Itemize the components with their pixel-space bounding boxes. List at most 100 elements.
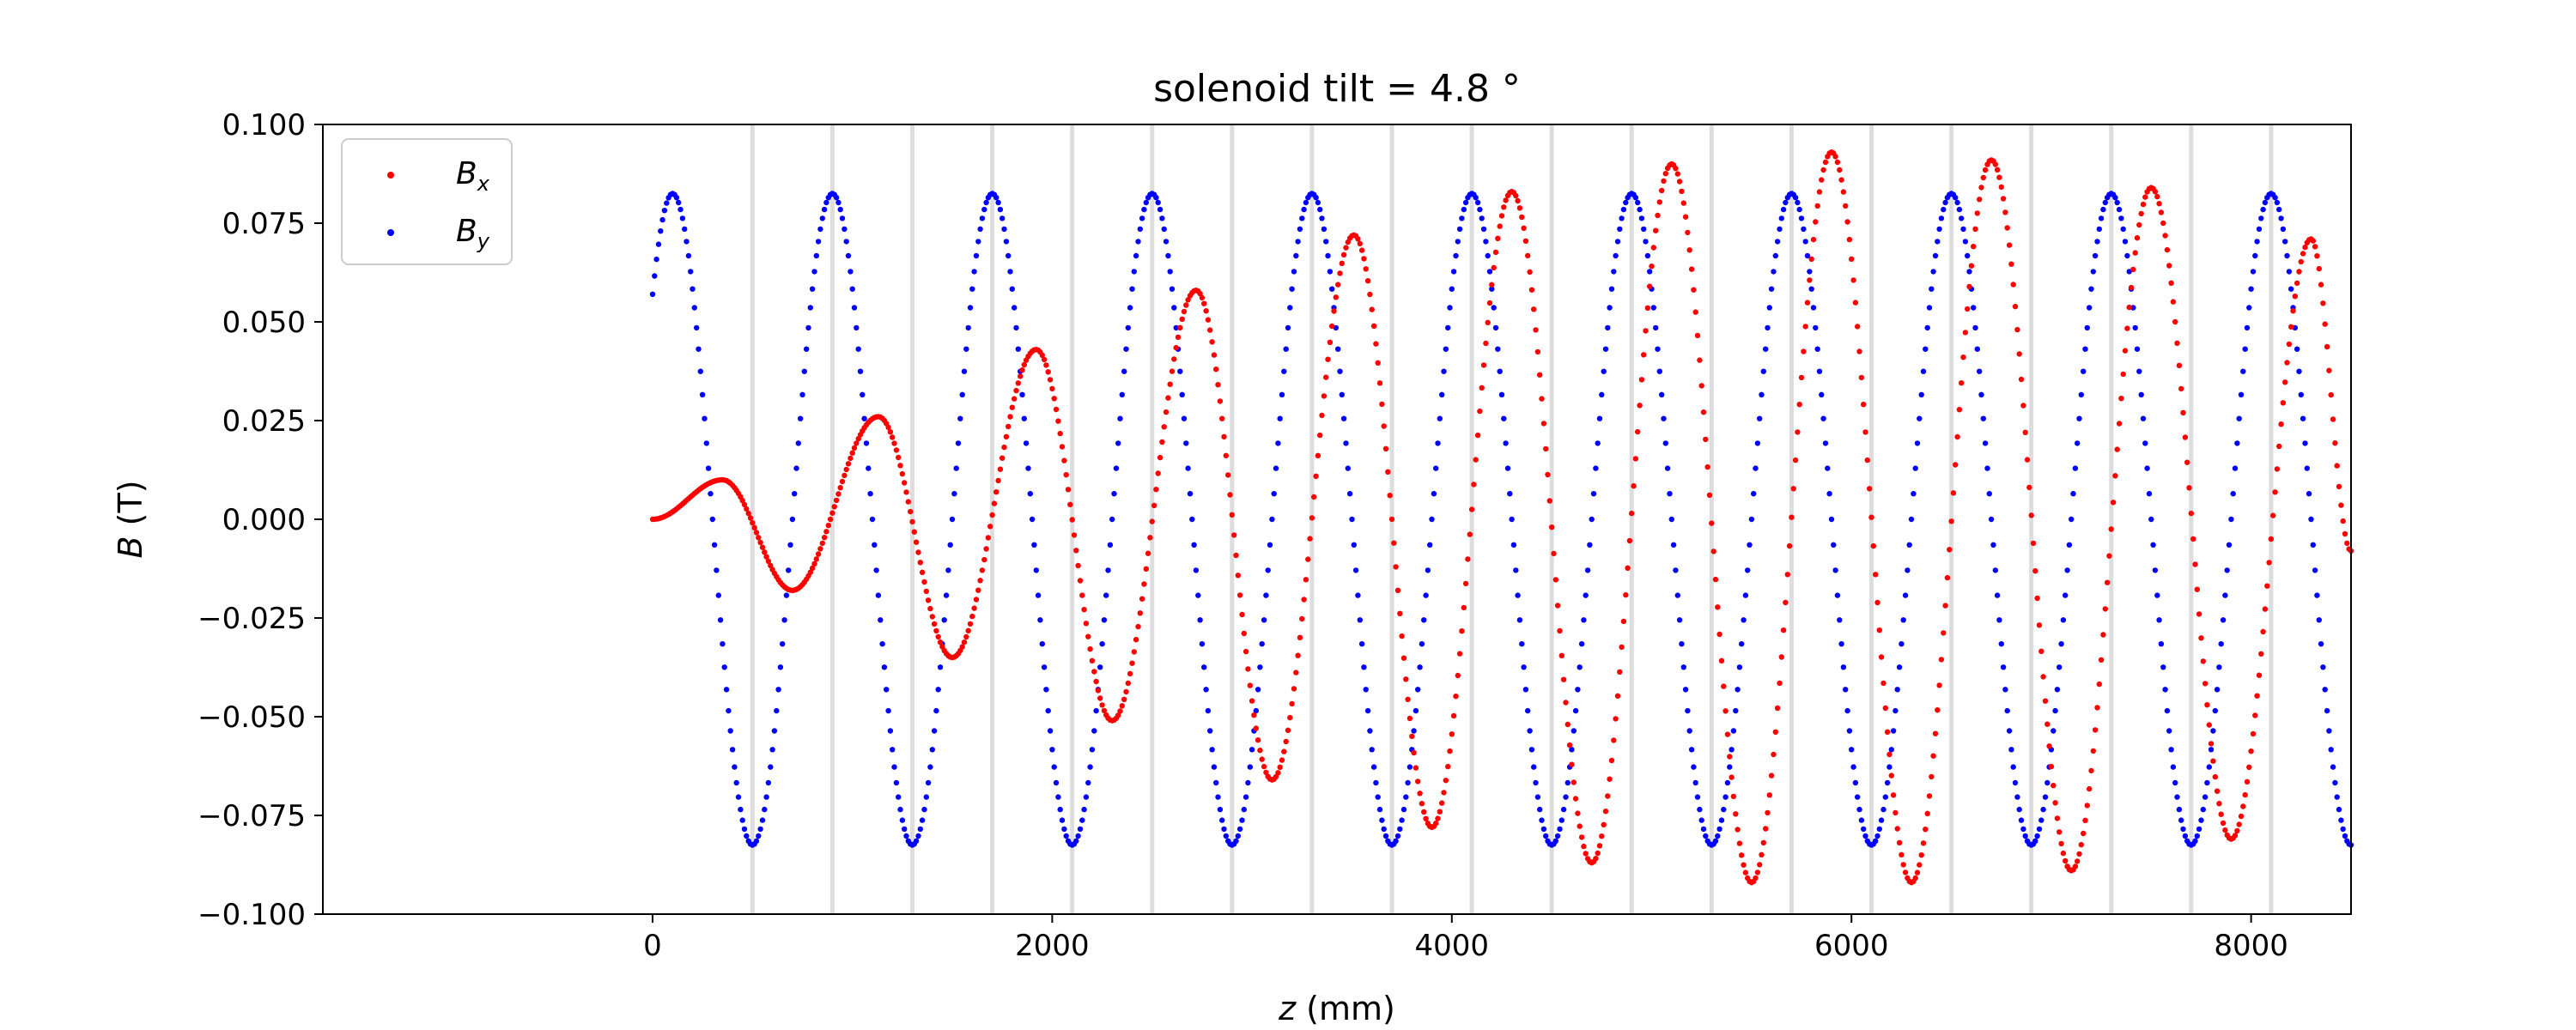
bx-point: [1647, 283, 1653, 289]
bx-point: [1862, 429, 1868, 435]
by-point: [1509, 516, 1515, 523]
bx-point: [750, 519, 756, 526]
by-point: [1849, 747, 1855, 753]
by-point: [1862, 833, 1868, 839]
bx-point: [1980, 174, 1986, 181]
by-point: [1133, 252, 1139, 259]
by-point: [2064, 567, 2070, 573]
by-point: [1974, 346, 1980, 352]
by-point: [676, 199, 682, 206]
bx-point: [1546, 498, 1553, 504]
by-point: [1501, 415, 1507, 421]
by-point: [1846, 728, 1853, 734]
bx-point: [1455, 672, 1461, 679]
by-point: [1971, 305, 1977, 311]
bx-point: [843, 466, 849, 473]
by-point: [1113, 465, 1120, 471]
by-point: [2069, 516, 2075, 523]
by-point: [1449, 286, 1455, 292]
by-point: [1495, 346, 1501, 352]
by-point: [2172, 779, 2178, 786]
by-point: [1515, 592, 1521, 598]
by-point: [2174, 794, 2180, 800]
bx-point: [1275, 770, 1281, 776]
bx-point: [1560, 676, 1567, 682]
by-point: [2082, 346, 2088, 352]
by-point: [655, 241, 662, 247]
by-point: [2004, 707, 2010, 714]
bx-point: [2098, 657, 2105, 663]
by-point: [1121, 368, 1127, 374]
y-tick-label: −0.100: [197, 898, 306, 932]
bx-point: [1552, 577, 1559, 583]
by-point: [1367, 728, 1373, 734]
bx-point: [1692, 309, 1698, 315]
bx-point: [1694, 332, 1701, 339]
bx-point: [2075, 858, 2081, 864]
bx-point: [929, 614, 936, 620]
by-point: [1893, 707, 1899, 714]
by-point: [2057, 664, 2063, 670]
by-point: [1757, 415, 1763, 421]
bx-point: [1564, 721, 1571, 728]
bx-point: [1325, 356, 1331, 362]
by-point: [1942, 199, 1948, 206]
bx-point: [1698, 383, 1704, 389]
bx-point: [1974, 210, 1980, 216]
by-point: [1157, 206, 1163, 213]
bx-point: [2038, 648, 2044, 654]
by-point: [860, 391, 866, 397]
bx-point: [1551, 550, 1557, 557]
by-point: [1397, 826, 1403, 833]
by-point: [804, 346, 810, 352]
bx-point: [2176, 362, 2183, 368]
bx-point: [1703, 436, 1709, 443]
by-point: [2144, 465, 2150, 471]
by-point: [1880, 806, 1886, 813]
by-point: [1960, 226, 1966, 233]
bx-point: [1753, 875, 1759, 882]
bx-point: [1043, 362, 1049, 368]
by-point: [993, 195, 999, 201]
bx-point: [2124, 325, 2130, 331]
bx-point: [1039, 352, 1046, 358]
bx-point: [1279, 757, 1285, 763]
bx-point: [1203, 308, 1209, 314]
by-point: [809, 286, 816, 292]
bx-point: [1335, 282, 1341, 288]
bx-point: [1227, 492, 1233, 498]
by-point: [1343, 440, 1349, 446]
bx-point: [819, 540, 825, 547]
bx-point: [1225, 472, 1231, 478]
bx-point: [1930, 753, 1936, 759]
by-point: [1783, 199, 1789, 206]
by-point: [979, 215, 986, 221]
bx-point: [1293, 670, 1299, 676]
bx-point: [975, 587, 981, 593]
by-point: [1760, 368, 1766, 374]
by-point: [961, 368, 968, 374]
bx-point: [1236, 592, 1243, 598]
bx-point: [1569, 761, 1575, 767]
by-point: [1768, 286, 1775, 292]
by-point: [1025, 465, 1031, 471]
bx-point: [1480, 362, 1487, 368]
bx-point: [1343, 245, 1349, 251]
by-point: [1676, 617, 1683, 623]
bx-point: [831, 504, 837, 510]
by-point: [2160, 664, 2166, 670]
by-point: [1908, 516, 1915, 523]
by-point: [2138, 391, 2144, 397]
by-point: [1403, 794, 1409, 800]
by-point: [1826, 491, 1832, 497]
by-point: [1601, 368, 1607, 374]
bx-point: [977, 578, 983, 584]
bx-point: [839, 478, 846, 485]
bx-point: [1795, 429, 1801, 435]
by-point: [896, 794, 902, 800]
by-point: [1638, 215, 1645, 221]
bx-point: [1443, 778, 1449, 784]
by-point: [1635, 199, 1641, 206]
bx-point: [2078, 841, 2084, 848]
by-point: [683, 239, 690, 245]
